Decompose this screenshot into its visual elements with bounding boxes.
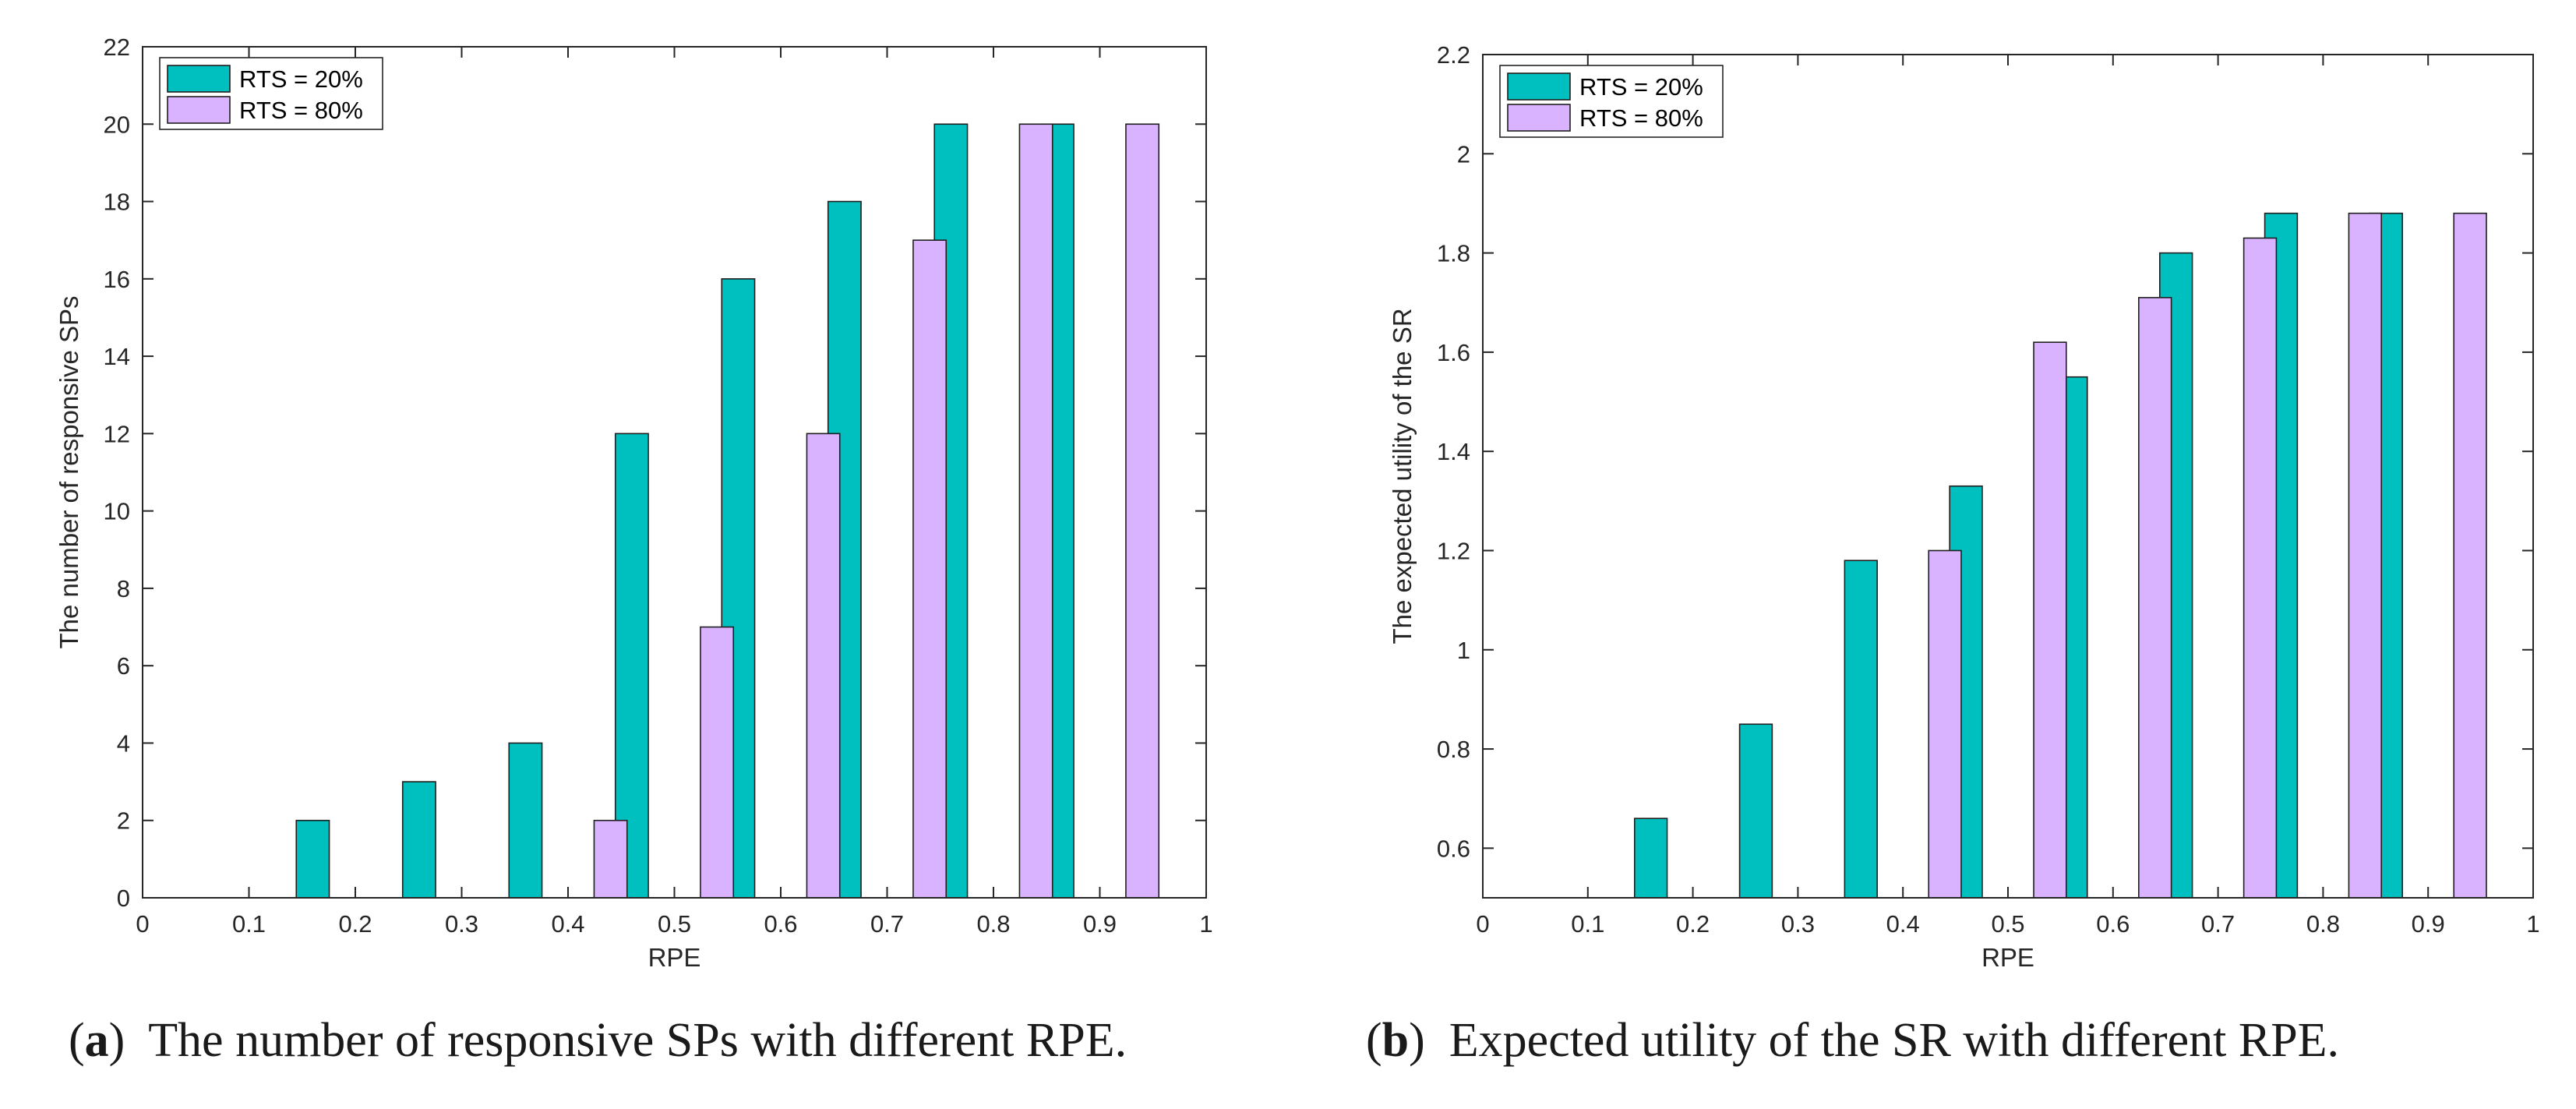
legend-swatch-2 [167,96,231,124]
bar-series2-3 [1928,549,1962,898]
y-tick-label: 1.4 [1437,438,1470,465]
x-tick-label: 0.7 [870,910,904,938]
bar-series1-1 [295,819,330,898]
legend-label-1: RTS = 20% [239,65,363,93]
legend-label-2: RTS = 80% [239,97,363,124]
x-tick-label: 0.7 [2201,910,2235,938]
x-tick-label: 0.3 [1781,910,1815,938]
bar-series2-3 [593,819,628,898]
x-tick-label: 0 [1476,910,1489,938]
chart-panel-a: 0 0.1 0.2 0.3 0.4 0.5 0.6 0.7 0.8 0.9 1 0 2 4 6 8 10 12 14… [55,34,1213,1067]
y-tick-label: 14 [104,343,130,370]
caption-b-letter: b [1382,1014,1410,1067]
x-tick-label: 0.9 [1083,910,1117,938]
x-tick-label: 0.6 [764,910,797,938]
bar-series2-7 [1018,123,1053,898]
bar-series1-3 [508,742,543,898]
caption-a: (a) The number of responsive SPs with di… [69,1014,1127,1067]
y-tick-label: 8 [117,575,130,602]
x-tick-label: 0.5 [1991,910,2024,938]
bar-series2-5 [806,433,841,898]
bar-series2-5 [2138,297,2172,898]
x-tick-label: 1 [2526,910,2539,938]
y-tick-label: 0 [117,885,130,912]
legend-label-1: RTS = 20% [1579,73,1703,101]
y-tick-label: 0.8 [1437,736,1470,763]
x-tick-label: 0.1 [232,910,266,938]
y-tick-label: 12 [104,420,130,447]
caption-a-text: The number of responsive SPs with differ… [148,1014,1127,1067]
bar-series2-8 [2453,212,2487,898]
x-tick-label: 0.5 [658,910,691,938]
y-tick-label: 2 [117,807,130,835]
y-tick-label: 2 [1457,140,1470,168]
x-axis-label: RPE [648,943,701,972]
legend-label-2: RTS = 80% [1579,104,1703,132]
bar-series1-2 [401,781,436,898]
y-tick-label: 6 [117,652,130,680]
x-tick-label: 0.3 [445,910,478,938]
y-tick-label: 1.2 [1437,537,1470,564]
x-tick-label: 0.1 [1571,910,1604,938]
x-tick-label: 0.6 [2096,910,2130,938]
bar-series2-6 [2243,237,2278,898]
x-tick-label: 0.4 [551,910,584,938]
caption-b-text: Expected utility of the SR with differen… [1449,1014,2340,1067]
y-axis-label: The expected utility of the SR [1388,308,1417,644]
caption-b: (b) Expected utility of the SR with diff… [1366,1014,2340,1067]
bars-group [295,123,1160,898]
x-tick-label: 0.8 [2306,910,2340,938]
y-tick-label: 1 [1457,637,1470,664]
x-tick-label: 0.2 [338,910,372,938]
x-axis-label: RPE [1981,943,2034,972]
bar-series2-6 [912,239,947,898]
x-tick-label: 0 [136,910,149,938]
x-tick-label: 0.2 [1676,910,1710,938]
x-tick-label: 0.9 [2412,910,2445,938]
bar-chart-a: 0 0.1 0.2 0.3 0.4 0.5 0.6 0.7 0.8 0.9 102468101214… [55,34,1213,972]
bars-group [1633,212,2487,898]
chart-panel-b: 0 0.1 0.2 0.3 0.4 0.5 0.6 0.7 0.8 0.9 1 0.6 0.8 1 1.2 1… [1288,0,2576,1109]
legend-swatch-2 [1507,104,1571,132]
bar-series2-7 [2348,212,2383,898]
x-tick-label: 1 [1199,910,1212,938]
bar-series1-3 [1844,560,1878,898]
y-tick-label: 10 [104,498,130,525]
bar-series2-8 [1125,123,1160,898]
y-tick-label: 16 [104,266,130,293]
y-tick-label: 20 [104,111,130,138]
x-tick-label: 0.4 [1886,910,1920,938]
y-tick-label: 2.2 [1437,41,1470,69]
bar-series2-4 [2033,341,2067,898]
y-tick-label: 18 [104,189,130,216]
caption-a-letter: a [84,1014,109,1067]
y-tick-label: 4 [117,729,130,757]
bar-chart-b: 0 0.1 0.2 0.3 0.4 0.5 0.6 0.7 0.8 0.9 1 0.6 0.8 1 1.2 1… [1388,41,2540,972]
bar-series1-1 [1633,818,1668,898]
y-tick-label: 22 [104,34,130,61]
legend-swatch-1 [1507,72,1571,101]
y-axis-label: The number of responsive SPs [55,295,83,648]
y-tick-label: 1.8 [1437,240,1470,267]
bar-series1-2 [1738,723,1773,898]
bar-series2-4 [700,626,735,898]
y-tick-label: 0.6 [1437,835,1470,862]
x-tick-label: 0.8 [976,910,1010,938]
y-tick-label: 1.6 [1437,339,1470,366]
legend-swatch-1 [167,65,231,93]
